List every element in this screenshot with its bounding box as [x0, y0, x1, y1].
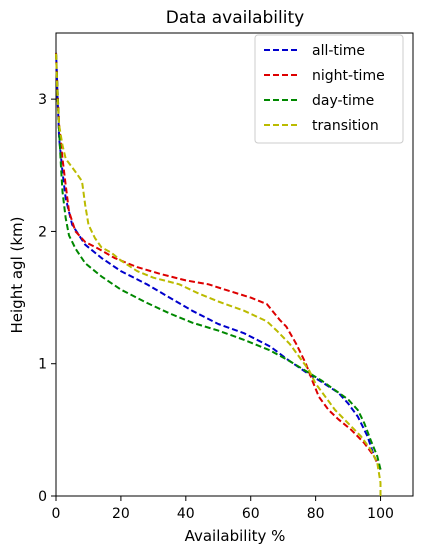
plot-area: [55, 32, 414, 497]
legend: all-time night-time day-time transition: [254, 34, 404, 144]
legend-label-night-time: night-time: [312, 68, 385, 84]
y-axis: 0 1 2 3: [38, 92, 56, 505]
plot-frame: [55, 32, 414, 497]
series-line-day-time: [55, 52, 382, 470]
series-group: [55, 52, 382, 496]
x-axis-label: Availability %: [185, 527, 286, 545]
y-axis-label: Height agl (km): [8, 216, 26, 333]
y-tick-label: 0: [38, 489, 47, 505]
x-axis: 0 20 40 60 80 100: [52, 496, 394, 522]
x-tick-label: 40: [177, 506, 195, 522]
series-line-night-time: [55, 52, 382, 470]
chart-title: Data availability: [166, 8, 304, 28]
y-tick-label: 1: [38, 357, 47, 373]
x-tick-label: 100: [367, 506, 394, 522]
x-tick-label: 0: [52, 506, 61, 522]
legend-label-day-time: day-time: [312, 93, 374, 109]
legend-label-all-time: all-time: [312, 43, 365, 59]
legend-label-transition: transition: [312, 118, 379, 134]
x-tick-label: 20: [112, 506, 130, 522]
y-tick-label: 2: [38, 224, 47, 240]
x-tick-label: 60: [242, 506, 260, 522]
legend-box: [254, 34, 404, 144]
series-line-all-time: [55, 52, 382, 470]
x-tick-label: 80: [307, 506, 325, 522]
y-tick-label: 3: [38, 92, 47, 108]
